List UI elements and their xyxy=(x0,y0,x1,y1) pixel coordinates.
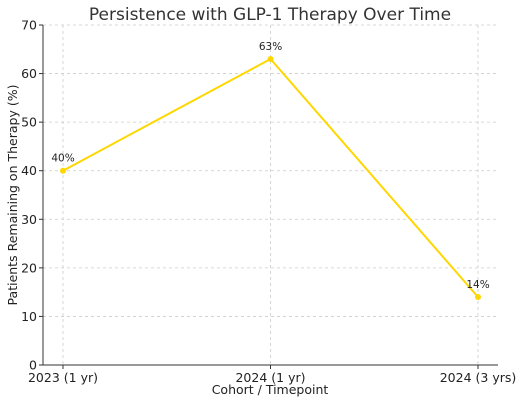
y-tick-label: 30 xyxy=(21,212,37,227)
x-axis-label: Cohort / Timepoint xyxy=(212,382,329,397)
y-tick-label: 60 xyxy=(21,66,37,81)
x-tick-label: 2024 (1 yr) xyxy=(235,370,305,385)
y-tick-label: 70 xyxy=(21,18,37,33)
y-ticks: 0 10 20 30 40 50 60 70 xyxy=(21,18,43,373)
data-label: 63% xyxy=(259,41,282,53)
x-ticks: 2023 (1 yr) 2024 (1 yr) 2024 (3 yrs) xyxy=(28,365,516,385)
data-point xyxy=(60,167,66,174)
chart-title: Persistence with GLP-1 Therapy Over Time xyxy=(89,5,451,25)
y-axis-label: Patients Remaining on Therapy (%) xyxy=(5,85,20,306)
x-tick-label: 2024 (3 yrs) xyxy=(440,370,517,385)
series: 40% 63% 14% xyxy=(51,41,490,300)
data-point xyxy=(475,294,481,300)
y-tick-label: 40 xyxy=(21,163,37,178)
y-tick-label: 20 xyxy=(21,260,37,275)
data-label: 14% xyxy=(466,279,489,291)
y-tick-label: 50 xyxy=(21,115,37,130)
x-tick-label: 2023 (1 yr) xyxy=(28,370,98,385)
y-tick-label: 0 xyxy=(29,358,37,373)
grid xyxy=(43,24,498,366)
data-point xyxy=(267,56,274,62)
data-label: 40% xyxy=(51,153,74,165)
y-tick-label: 10 xyxy=(21,309,37,324)
